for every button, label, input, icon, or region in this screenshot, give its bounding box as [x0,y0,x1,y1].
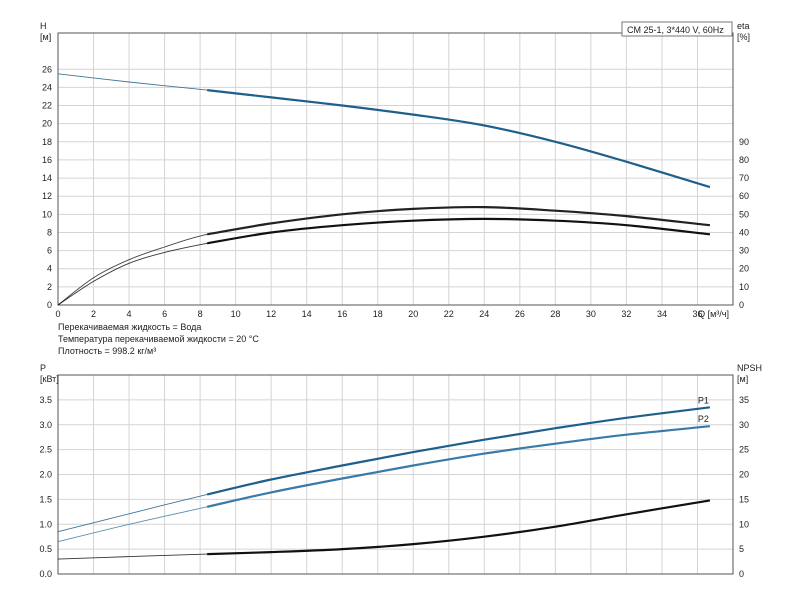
panel2-ylabel-left-2: [кВт] [40,374,59,384]
panel1-xtick: 18 [373,309,383,319]
panel2-ylabel-right-1: NPSH [737,363,762,373]
panel2-ytick-right: 20 [739,470,749,480]
panel1-xtick: 6 [162,309,167,319]
panel1-ylabel-left-1: H [40,21,47,31]
panel2-series-1 [206,406,711,496]
panel2-ytick-right: 25 [739,445,749,455]
panel2-ytick-right: 35 [739,395,749,405]
panel1-xtick: 10 [231,309,241,319]
panel1-ytick-left: 8 [47,227,52,237]
panel1-ytick-right: 40 [739,227,749,237]
panel2-series-label-p2: P2 [698,414,709,424]
panel2-ytick-left: 2.5 [39,445,52,455]
panel2-series-label-p1: P1 [698,395,709,405]
panel1-xtick: 36 [692,309,702,319]
panel1-ytick-left: 2 [47,282,52,292]
panel1-xtick: 12 [266,309,276,319]
panel1-series-3 [207,217,711,245]
panel1-xtick: 32 [621,309,631,319]
panel2-ytick-left: 0.0 [39,569,52,579]
panel1-ytick-right: 90 [739,137,749,147]
panel1-ylabel-left-2: [м] [40,32,51,42]
panel1-series-1 [207,89,711,189]
panel1-xtick: 28 [550,309,560,319]
panel1-ytick-right: 10 [739,282,749,292]
panel1-ytick-left: 26 [42,64,52,74]
panel1-xtick: 2 [91,309,96,319]
panel2-ytick-right: 0 [739,569,744,579]
panel1-ytick-right: 60 [739,191,749,201]
panel1-xtick: 16 [337,309,347,319]
panel1-xtick: 8 [198,309,203,319]
panel1-xtick: 4 [127,309,132,319]
panel2-ytick-left: 0.5 [39,544,52,554]
panel1-ytick-left: 18 [42,137,52,147]
panel1-series-3-thin [57,218,710,306]
panel1-ytick-left: 12 [42,191,52,201]
panel2-ytick-right: 30 [739,420,749,430]
panel1-ytick-left: 20 [42,119,52,129]
panel1-grid [57,33,734,306]
panel2-ytick-right: 5 [739,544,744,554]
panel1-ylabel-right-2: [%] [737,32,750,42]
panel1-ytick-right: 20 [739,264,749,274]
panel1-ytick-right: 0 [739,300,744,310]
panel2-series-3-thin [57,499,710,560]
panel1-frame [57,32,734,306]
panel2-ytick-left: 1.5 [39,494,52,504]
panel2-ylabel-left-1: P [40,363,46,373]
panel2-ytick-left: 2.0 [39,470,52,480]
panel1-ytick-left: 0 [47,300,52,310]
panel2-series-3 [207,499,711,556]
panel1-xtick: 24 [479,309,489,319]
panel1-ytick-left: 16 [42,155,52,165]
panel1-ytick-left: 14 [42,173,52,183]
panel1-legend-box [621,21,733,37]
panel1-ytick-left: 22 [42,101,52,111]
panel2-ytick-right: 15 [739,494,749,504]
panel1-xtick: 26 [515,309,525,319]
panel1-ytick-left: 10 [42,209,52,219]
panel1-series-1-thin [57,73,711,188]
panel2-ytick-right: 10 [739,519,749,529]
panel1-xtick: 30 [586,309,596,319]
panel1-xtick: 0 [55,309,60,319]
panel1-ytick-right: 50 [739,209,749,219]
panel1-xtick: 14 [302,309,312,319]
panel1-legend-title: CM 25-1, 3*440 V, 60Hz [627,25,724,35]
panel1-xtick: 22 [444,309,454,319]
panel1-ytick-left: 24 [42,82,52,92]
panel2-ytick-left: 3.0 [39,420,52,430]
panel2-series-2 [206,425,711,508]
fluid-info-density: Плотность = 998.2 кг/м³ [58,346,157,356]
fluid-info-liquid: Перекачиваемая жидкость = Вода [58,322,202,332]
panel1-ytick-left: 6 [47,246,52,256]
panel1-ylabel-right-1: eta [737,21,750,31]
panel1-series-2 [207,205,711,236]
panel1-ytick-right: 70 [739,173,749,183]
panel1-xlabel: Q [м³/ч] [698,309,729,319]
panel1-xtick: 20 [408,309,418,319]
panel1-ytick-left: 4 [47,264,52,274]
panel2-series-1-thin [57,406,710,533]
panel2-ytick-left: 3.5 [39,395,52,405]
fluid-info-temperature: Температура перекачиваемой жидкости = 20… [58,334,259,344]
panel1-xtick: 34 [657,309,667,319]
panel2-ytick-left: 1.0 [39,519,52,529]
panel2-frame [57,374,734,575]
panel1-ytick-right: 80 [739,155,749,165]
panel1-ytick-right: 30 [739,246,749,256]
panel2-ylabel-right-2: [м] [737,374,748,384]
panel2-grid [57,375,734,575]
